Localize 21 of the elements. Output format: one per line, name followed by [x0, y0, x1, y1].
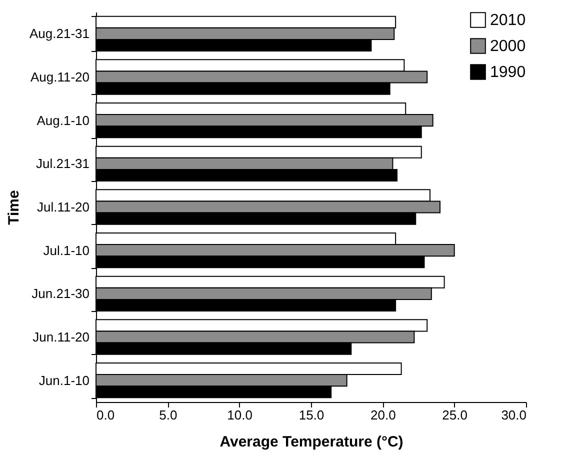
x-tick-label: 30.0	[501, 408, 526, 422]
y-tick-label: Aug.21-31	[30, 26, 90, 42]
x-tick-label: 20.0	[370, 408, 396, 422]
y-tick-label: Jul.11-20	[36, 200, 90, 214]
y-tick-label: Jul.1-10	[43, 242, 90, 258]
y-tick-label: Jul.21-31	[36, 156, 90, 172]
x-tick-label: 25.0	[442, 408, 468, 422]
y-tick-label: Aug.11-20	[30, 70, 90, 84]
x-tick-label: 15.0	[298, 408, 324, 422]
x-axis-title: Average Temperature (°C)	[220, 434, 404, 450]
y-tick-label: Jun.1-10	[38, 372, 90, 388]
x-tick-label: 0.0	[96, 408, 115, 422]
x-tick-label: 5.0	[159, 408, 178, 422]
x-tick-label: 10.0	[227, 408, 252, 422]
y-axis-title: Time	[6, 190, 23, 225]
y-tick-label: Jun.11-20	[32, 330, 90, 344]
legend-label: 2000	[490, 38, 526, 55]
y-tick-label: Jun.21-30	[32, 286, 90, 302]
legend-label: 2010	[490, 12, 526, 29]
y-tick-label: Aug.1-10	[36, 112, 90, 128]
legend-label: 1990	[490, 64, 526, 81]
